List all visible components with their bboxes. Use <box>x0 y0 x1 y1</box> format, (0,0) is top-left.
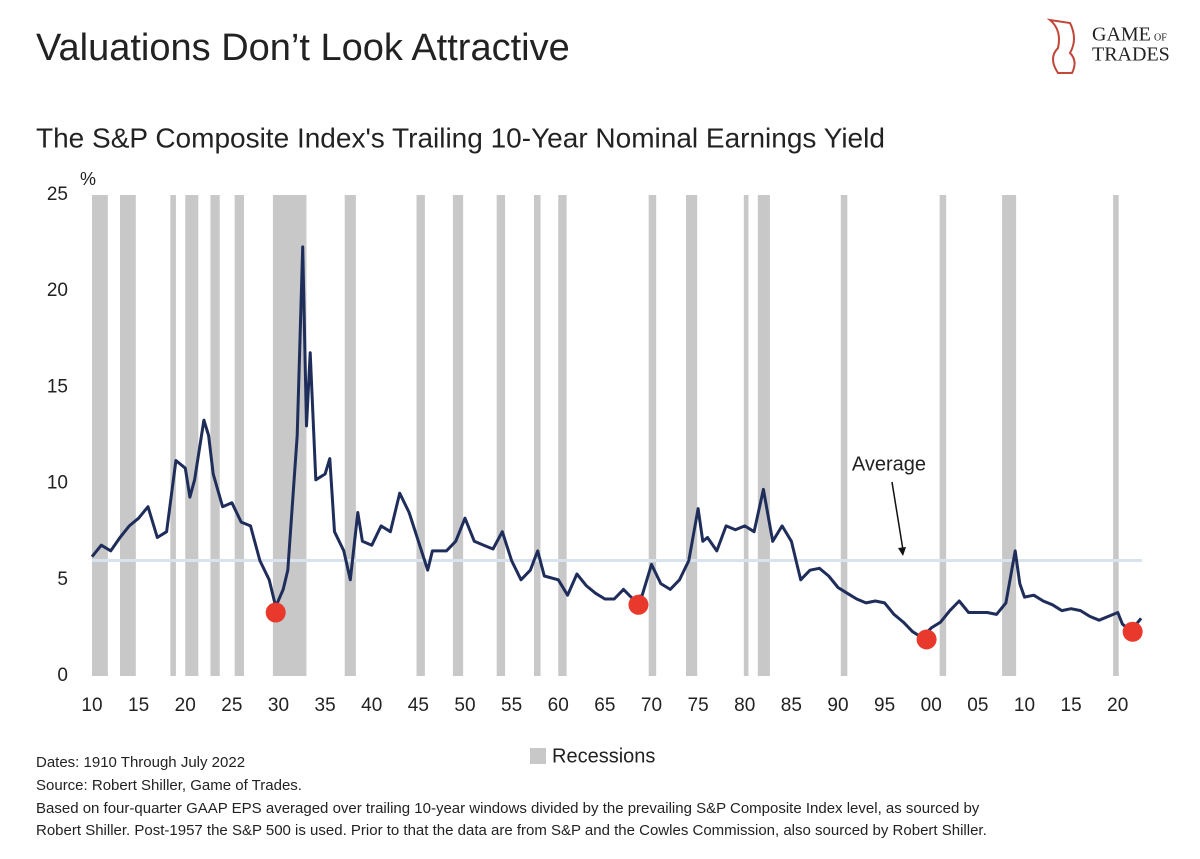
recession-band <box>743 195 749 676</box>
legend-label: Recessions <box>552 745 655 767</box>
note: Source: Robert Shiller, Game of Trades. <box>36 777 302 794</box>
recession-band <box>686 195 698 676</box>
x-tick-label: 35 <box>315 695 336 716</box>
x-tick-label: 25 <box>221 695 242 716</box>
x-tick-label: 10 <box>1014 695 1035 716</box>
y-tick-label: 20 <box>47 280 68 301</box>
x-tick-label: 70 <box>641 695 662 716</box>
logo-text: TRADES <box>1092 44 1170 66</box>
x-tick-label: 30 <box>268 695 289 716</box>
recession-band <box>1113 195 1119 676</box>
logo-text: GAME <box>1092 24 1151 46</box>
x-tick-label: 55 <box>501 695 522 716</box>
recession-band <box>496 195 506 676</box>
highlight-dot <box>1122 621 1143 642</box>
x-tick-label: 45 <box>408 695 429 716</box>
recession-band <box>757 195 770 676</box>
recession-band <box>344 195 356 676</box>
chart-subtitle: The S&P Composite Index's Trailing 10-Ye… <box>36 122 885 153</box>
logo-icon <box>1046 18 1076 74</box>
x-tick-label: 15 <box>128 695 149 716</box>
recession-band <box>939 195 947 676</box>
chart-title: Valuations Don’t Look Attractive <box>36 27 570 69</box>
highlight-dot <box>628 594 649 615</box>
note: Robert Shiller. Post-1957 the S&P 500 is… <box>36 822 987 839</box>
x-tick-label: 95 <box>874 695 895 716</box>
line <box>90 245 1143 639</box>
y-tick-label: 15 <box>47 376 68 397</box>
y-unit: % <box>80 169 96 189</box>
y-tick-label: 5 <box>57 569 68 590</box>
recession-band <box>452 195 464 676</box>
y-tick-label: 10 <box>47 473 68 494</box>
y-tick-label: 0 <box>57 665 68 686</box>
x-tick-label: 00 <box>921 695 942 716</box>
recession-band <box>185 195 199 676</box>
x-tick-label: 10 <box>81 695 102 716</box>
logo: GAME OF TRADES <box>1046 18 1170 74</box>
y-tick-label: 25 <box>47 184 68 205</box>
legend-swatch <box>530 748 546 764</box>
recession-band <box>840 195 848 676</box>
x-tick-label: 20 <box>1107 695 1128 716</box>
annotation: Average <box>852 453 926 475</box>
highlight-dot <box>916 629 937 650</box>
recession-band <box>92 195 108 676</box>
highlight-dot <box>265 602 286 623</box>
annotation-arrowhead <box>898 547 906 556</box>
x-tick-label: 15 <box>1061 695 1082 716</box>
recession-band <box>1002 195 1017 676</box>
x-tick-label: 05 <box>967 695 988 716</box>
x-tick-label: 60 <box>548 695 569 716</box>
recession-band <box>416 195 425 676</box>
recession-band <box>558 195 567 676</box>
x-tick-label: 85 <box>781 695 802 716</box>
x-tick-label: 90 <box>827 695 848 716</box>
logo-text: OF <box>1154 32 1167 43</box>
x-tick-label: 80 <box>734 695 755 716</box>
recession-band <box>210 195 220 676</box>
note: Based on four-quarter GAAP EPS averaged … <box>36 800 980 817</box>
recession-band <box>234 195 244 676</box>
recession-band <box>170 195 176 676</box>
annotation-arrow <box>891 481 904 551</box>
x-tick-label: 20 <box>175 695 196 716</box>
x-tick-label: 75 <box>688 695 709 716</box>
x-tick-label: 40 <box>361 695 382 716</box>
recession-band <box>648 195 657 676</box>
x-tick-label: 65 <box>594 695 615 716</box>
recession-band <box>119 195 136 676</box>
x-tick-label: 50 <box>454 695 475 716</box>
recession-band <box>534 195 541 676</box>
note: Dates: 1910 Through July 2022 <box>36 754 245 771</box>
